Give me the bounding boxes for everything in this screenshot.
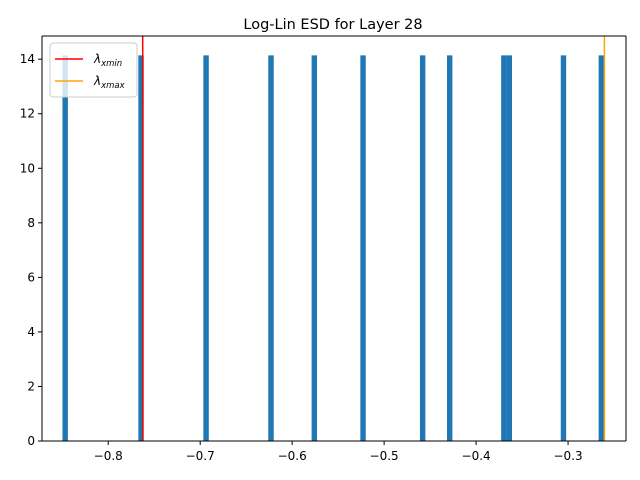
histogram-bar-3 xyxy=(268,55,274,441)
histogram-bar-0 xyxy=(62,55,68,441)
legend-symbol-xmin: λ xyxy=(93,52,101,66)
vertical-lines-group xyxy=(141,36,606,441)
histogram-bar-4 xyxy=(311,55,318,441)
histogram-bar-6 xyxy=(419,55,426,441)
y-tick-label-0: 0 xyxy=(27,434,35,448)
histogram-bar-1 xyxy=(138,55,144,441)
legend-symbol-xmax: λ xyxy=(93,74,101,88)
chart-title: Log-Lin ESD for Layer 28 xyxy=(243,17,422,33)
x-tick-label-4: −0.4 xyxy=(462,449,491,463)
histogram-bar-10 xyxy=(560,55,567,441)
x-tick-label-1: −0.7 xyxy=(186,449,215,463)
histogram-bar-7 xyxy=(446,55,453,441)
y-tick-label-4: 8 xyxy=(27,216,35,230)
x-tick-label-5: −0.3 xyxy=(553,449,582,463)
histogram-bar-9 xyxy=(506,55,513,441)
axes-group: −0.8 −0.7 −0.6 −0.5 −0.4 −0.3 0 2 4 6 8 10 12 14 xyxy=(20,35,627,463)
y-tick-label-7: 14 xyxy=(20,52,35,66)
histogram-bar-2 xyxy=(203,55,209,441)
x-tick-label-3: −0.5 xyxy=(370,449,399,463)
y-tick-label-5: 10 xyxy=(20,161,35,175)
x-tick-label-2: −0.6 xyxy=(278,449,307,463)
bars-group xyxy=(62,55,605,441)
legend-label-xmin: λxmin xyxy=(93,52,122,69)
legend-subscript-xmin: xmin xyxy=(100,59,122,69)
histogram-bar-5 xyxy=(360,55,366,441)
histogram-bar-8 xyxy=(501,55,507,441)
y-tick-label-6: 12 xyxy=(20,107,35,121)
legend-label-xmax: λxmax xyxy=(93,74,126,91)
legend-frame xyxy=(49,42,138,98)
y-tick-label-3: 6 xyxy=(27,270,35,284)
legend: λxmin λxmax xyxy=(49,42,138,98)
histogram-bar-11 xyxy=(598,55,605,441)
x-tick-label-0: −0.8 xyxy=(94,449,123,463)
legend-subscript-xmax: xmax xyxy=(100,81,126,91)
y-tick-label-1: 2 xyxy=(27,379,35,393)
y-tick-label-2: 4 xyxy=(27,325,35,339)
